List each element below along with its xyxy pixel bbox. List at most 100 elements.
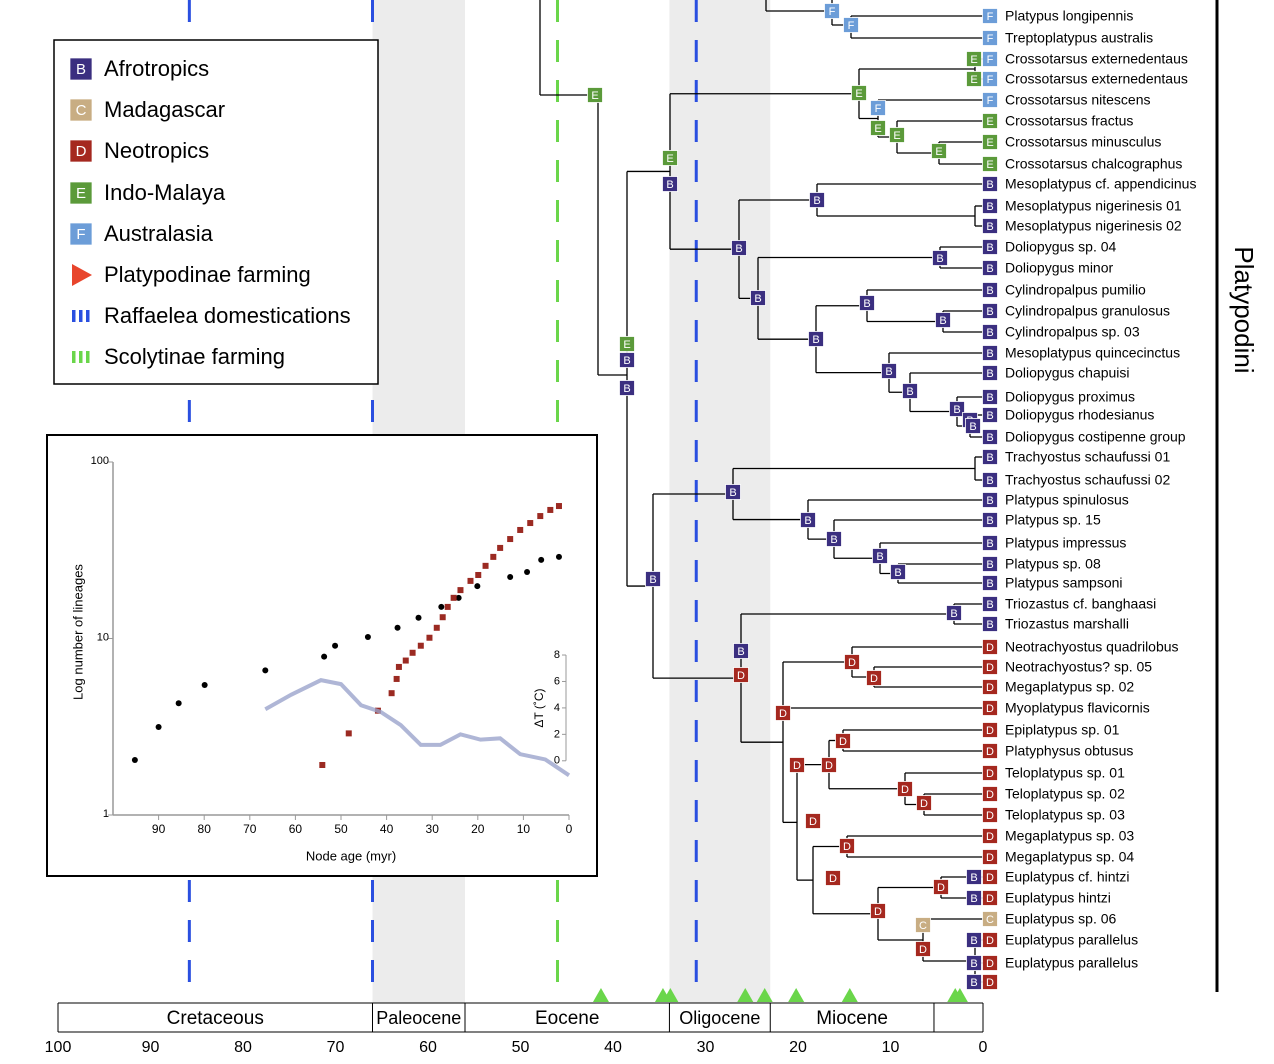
region-code: B: [986, 495, 993, 507]
region-box: D: [844, 654, 860, 670]
region-box: D: [982, 890, 998, 906]
time-tick-label: 100: [45, 1039, 72, 1056]
region-code: B: [986, 432, 993, 444]
legend-label: Afrotropics: [104, 56, 209, 81]
data-point: [527, 520, 534, 527]
region-box-bg: [982, 492, 998, 508]
region-box: B: [982, 492, 998, 508]
epoch-label: Paleocene: [376, 1008, 461, 1028]
region-code: B: [970, 935, 977, 947]
region-box-bg: [982, 449, 998, 465]
tip-label: Doliopygus costipenne group: [1005, 429, 1186, 445]
time-tick-label: 10: [882, 1039, 900, 1056]
y2-tick-label: 0: [554, 755, 560, 767]
region-box: D: [982, 974, 998, 990]
region-box: D: [982, 932, 998, 948]
region-code: D: [737, 670, 745, 682]
region-box: D: [982, 639, 998, 655]
region-box: B: [935, 312, 951, 328]
tip-label: Platypus longipennis: [1005, 8, 1133, 24]
epoch-label: Miocene: [816, 1008, 888, 1029]
region-box-bg: [982, 365, 998, 381]
region-box: B: [966, 974, 982, 990]
region-box-bg: [982, 156, 998, 172]
region-box: D: [982, 722, 998, 738]
legend-label: Raffaelea domestications: [104, 303, 351, 328]
region-code: D: [920, 798, 928, 810]
region-code: D: [839, 736, 847, 748]
region-box: B: [982, 176, 998, 192]
tip-label: Doliopygus proximus: [1005, 389, 1135, 405]
region-box: F: [843, 17, 859, 33]
region-box: B: [619, 380, 635, 396]
region-code: B: [649, 574, 656, 586]
region-code: D: [986, 642, 994, 654]
epoch-label: Oligocene: [679, 1008, 760, 1028]
region-code: B: [986, 559, 993, 571]
region-box: B: [982, 239, 998, 255]
region-box-bg: [982, 389, 998, 405]
region-box: D: [982, 659, 998, 675]
data-point: [507, 536, 514, 543]
data-point: [555, 503, 562, 510]
region-box: E: [870, 120, 886, 136]
farming-triangle: [756, 988, 773, 1002]
tip-label: Crossotarsus minusculus: [1005, 134, 1161, 150]
region-box-bg: [872, 548, 888, 564]
y-tick-label: 1: [103, 808, 109, 820]
region-code: D: [986, 682, 994, 694]
tip-label: Euplatypus parallelus: [1005, 955, 1138, 971]
region-code: D: [986, 893, 994, 905]
region-box-bg: [982, 113, 998, 129]
farming-triangle: [662, 988, 679, 1002]
data-point: [433, 624, 440, 631]
region-box: B: [662, 176, 678, 192]
tip-label: Doliopygus chapuisi: [1005, 365, 1130, 381]
tip-label: Crossotarsus chalcographus: [1005, 156, 1182, 172]
data-point: [262, 667, 269, 674]
region-box-bg: [789, 757, 805, 773]
data-point: [455, 594, 462, 601]
region-code: F: [987, 11, 994, 23]
region-box-bg: [982, 134, 998, 150]
tip-label: Mesoplatypus nigerinesis 01: [1005, 198, 1182, 214]
region-code: E: [855, 88, 862, 100]
tip-label: Triozastus marshalli: [1005, 616, 1129, 632]
y-tick-label: 100: [91, 455, 109, 467]
data-point: [409, 649, 416, 656]
data-point: [417, 642, 424, 649]
clade-label: Platypodini: [1229, 246, 1259, 373]
time-tick-label: 20: [789, 1039, 807, 1056]
region-box: B: [982, 365, 998, 381]
region-code: C: [986, 914, 994, 926]
data-point: [402, 657, 409, 664]
region-box-bg: [775, 705, 791, 721]
data-point: [457, 587, 464, 594]
region-code: B: [735, 243, 742, 255]
time-tick-label: 40: [604, 1039, 622, 1056]
tip-label: Teloplatypus sp. 01: [1005, 765, 1125, 781]
region-box: B: [902, 383, 918, 399]
region-box: C: [69, 98, 93, 122]
region-code: D: [793, 760, 801, 772]
region-box-bg: [897, 781, 913, 797]
region-box: B: [826, 531, 842, 547]
region-box: D: [775, 705, 791, 721]
region-code: B: [986, 538, 993, 550]
region-code: F: [987, 95, 994, 107]
y2-tick-label: 6: [554, 675, 560, 687]
region-code: D: [986, 725, 994, 737]
region-box: B: [982, 596, 998, 612]
region-code: D: [986, 977, 994, 989]
region-box: D: [805, 813, 821, 829]
region-box: F: [982, 8, 998, 24]
region-box: E: [982, 134, 998, 150]
region-box-bg: [982, 616, 998, 632]
region-box: D: [982, 869, 998, 885]
y-axis-title: Log number of lineages: [70, 564, 85, 700]
tip-label: Triozastus cf. banghaasi: [1005, 596, 1156, 612]
data-point: [474, 583, 481, 590]
region-box-bg: [750, 290, 766, 306]
legend-label: Madagascar: [104, 97, 225, 122]
region-box: B: [966, 869, 982, 885]
